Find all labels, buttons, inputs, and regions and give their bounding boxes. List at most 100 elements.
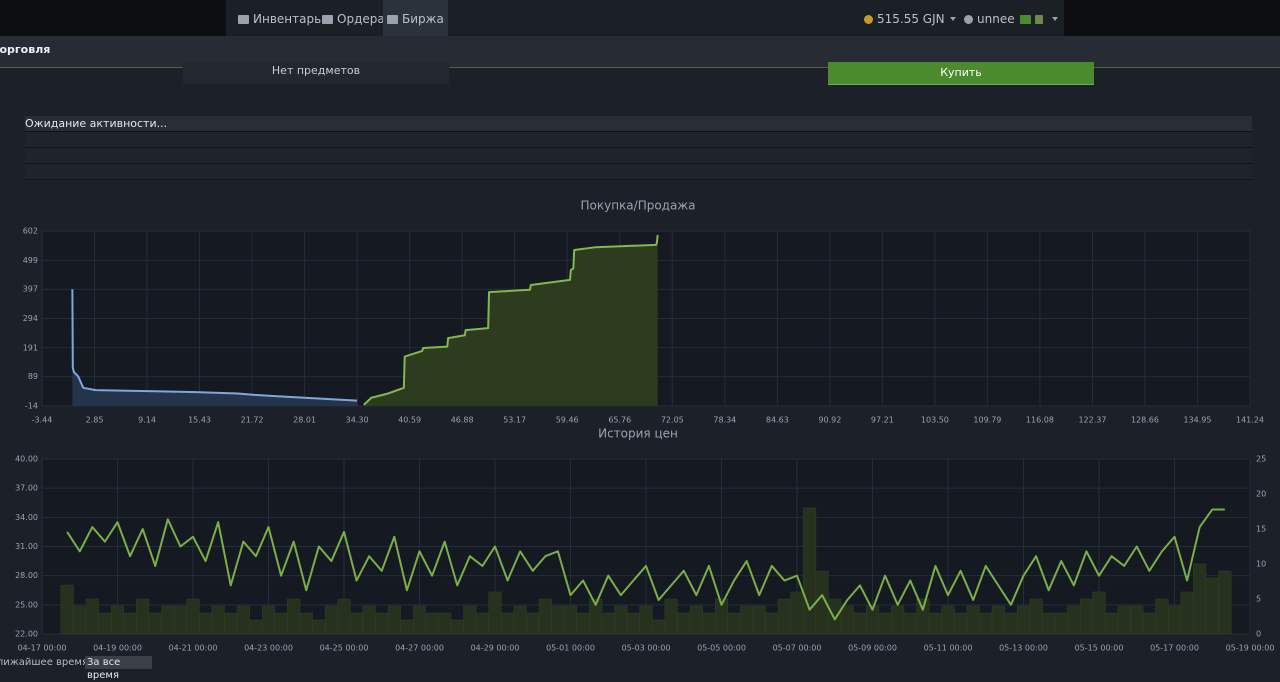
volume-bar (639, 605, 653, 635)
x-tick-label: 46.88 (451, 416, 474, 425)
nav-orders[interactable]: Ордера (318, 0, 389, 36)
volume-bar (740, 605, 754, 635)
y2-tick-label: 20 (1256, 490, 1266, 499)
price-line (66, 508, 1225, 621)
volume-bar (752, 605, 766, 635)
nav-exchange[interactable]: Биржа (383, 0, 448, 36)
x-tick-label: 9.14 (138, 416, 156, 425)
x-tick-label: 53.17 (503, 416, 526, 425)
volume-bar (563, 605, 578, 635)
icon (387, 15, 398, 24)
y-tick-label: 602 (23, 227, 38, 236)
user-icon (964, 15, 973, 24)
volume-bar (1029, 598, 1043, 635)
volume-bar (664, 598, 678, 635)
shield-icon (1034, 15, 1043, 24)
y-tick-label: 499 (23, 256, 38, 265)
tab-recent[interactable]: Ближайшее время (0, 657, 88, 668)
volume-bar (777, 598, 791, 635)
x-tick-label: 28.01 (293, 416, 316, 425)
volume-bar (979, 612, 993, 635)
x-tick-label: 72.05 (661, 416, 684, 425)
y-tick-label: 37.00 (15, 484, 38, 493)
volume-bar (73, 605, 87, 635)
volume-bar (324, 605, 338, 635)
x-tick-label: 05-19 00:00 (1226, 644, 1275, 653)
volume-bar (211, 605, 225, 635)
y2-tick-label: 15 (1256, 525, 1266, 534)
x-tick-label: 04-17 00:00 (18, 644, 67, 653)
y-tick-label: 89 (28, 372, 38, 381)
nav-label: Биржа (402, 12, 444, 26)
volume-bar (387, 605, 401, 635)
volume-bar (727, 612, 741, 635)
volume-bar (161, 605, 175, 635)
volume-bar (1218, 570, 1232, 635)
volume-bar (312, 619, 326, 635)
x-tick-label: 05-15 00:00 (1075, 644, 1124, 653)
volume-bar (98, 612, 112, 635)
chart-title: История цен (598, 427, 678, 441)
volume-bar (1193, 563, 1207, 635)
volume-bar (1142, 612, 1156, 635)
x-tick-label: 04-23 00:00 (244, 644, 293, 653)
icon (322, 15, 333, 24)
y-tick-label: 191 (23, 343, 38, 352)
buy-button[interactable]: Купить (828, 62, 1094, 85)
x-tick-label: 134.95 (1183, 416, 1211, 425)
volume-bar (337, 598, 351, 635)
x-tick-label: 04-19 00:00 (93, 644, 142, 653)
log-row (25, 148, 1252, 164)
chart-title: Покупка/Продажа (580, 199, 695, 213)
user-menu[interactable]: unnee (960, 0, 1062, 36)
volume-bar (224, 612, 238, 635)
caret (1051, 17, 1058, 21)
volume-bar (110, 605, 125, 635)
log-status: Ожидание активности... (25, 117, 168, 130)
volume-bar (186, 598, 200, 635)
y-tick-label: 294 (23, 314, 38, 323)
y2-tick-label: 10 (1256, 560, 1266, 569)
nav-inventory[interactable]: Инвентарь (234, 0, 325, 36)
volume-bar (1067, 605, 1081, 635)
volume-bar (1180, 591, 1194, 635)
x-tick-label: 59.46 (556, 416, 579, 425)
volume-bar (400, 619, 414, 635)
volume-bar (1016, 605, 1031, 635)
volume-bar (1092, 591, 1106, 635)
coin-icon (864, 15, 873, 24)
volume-bar (916, 598, 930, 635)
volume-bar (148, 612, 162, 635)
volume-bar (513, 605, 527, 635)
y-tick-label: 397 (23, 285, 38, 294)
x-tick-label: 122.37 (1078, 416, 1106, 425)
volume-bar (136, 598, 150, 635)
icon (238, 15, 249, 24)
x-tick-label: 05-17 00:00 (1150, 644, 1199, 653)
volume-bar (765, 612, 779, 635)
volume-bar (941, 605, 955, 635)
depth-area (363, 234, 658, 406)
volume-bar (425, 612, 439, 635)
user-name: unnee (977, 12, 1015, 26)
volume-bar (501, 612, 515, 635)
depth-line (363, 234, 659, 406)
x-tick-label: 04-27 00:00 (395, 644, 444, 653)
volume-bar (1155, 598, 1169, 635)
volume-bar (375, 612, 389, 635)
depth-line (71, 289, 358, 402)
tab-all-time[interactable]: За все время (85, 656, 152, 681)
volume-bar (601, 612, 615, 635)
volume-bar (891, 605, 905, 635)
x-tick-label: 78.34 (713, 416, 736, 425)
volume-bar (123, 612, 137, 635)
volume-bar (463, 605, 477, 635)
volume-bar (853, 612, 867, 635)
x-tick-label: 116.08 (1026, 416, 1054, 425)
depth-area (72, 289, 358, 406)
balance[interactable]: 515.55 GJN (860, 0, 960, 36)
volume-bar (261, 605, 276, 635)
y-tick-label: 22.00 (15, 630, 38, 639)
volume-bar (438, 612, 452, 635)
